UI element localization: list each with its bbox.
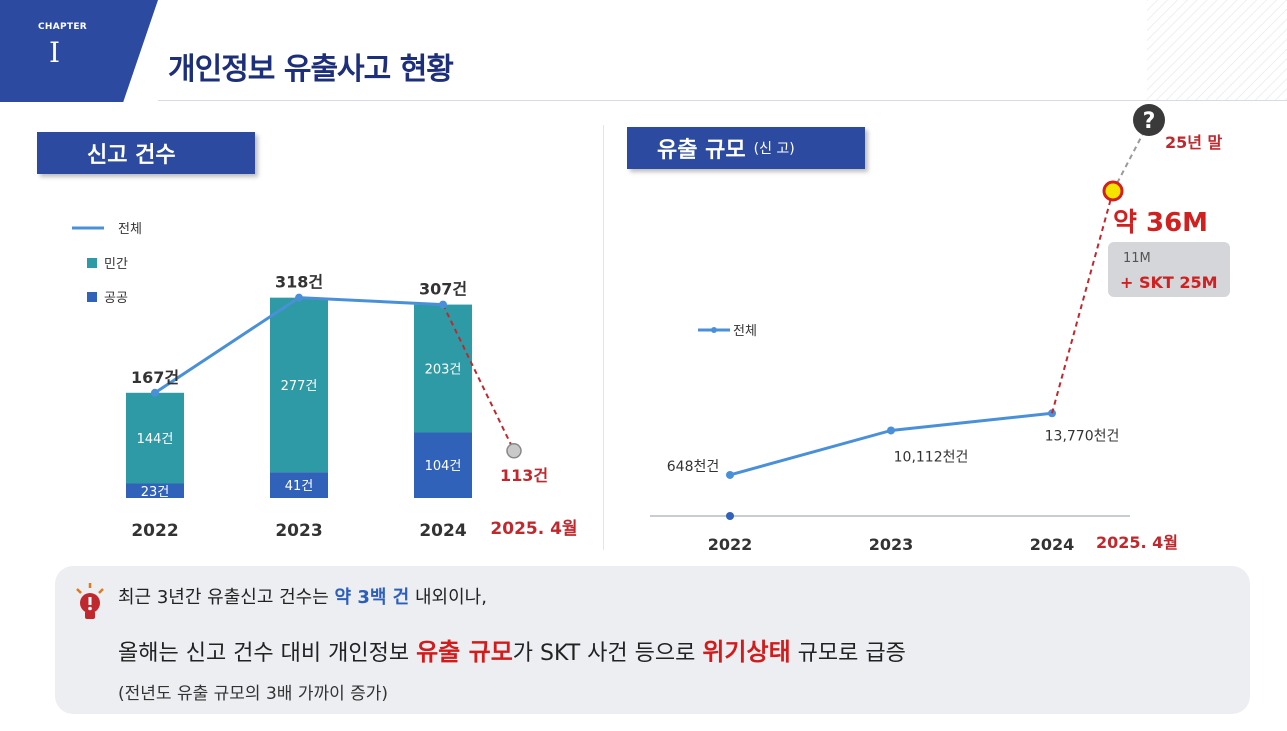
total-label-2022: 167건 [131, 368, 179, 387]
x-tick-2022-right: 2022 [708, 535, 753, 554]
breakdown-line2: + SKT 25M [1120, 273, 1218, 292]
question-icon [1133, 104, 1165, 136]
axis-marker-2022 [726, 512, 734, 520]
legend-private-label: 민간 [104, 257, 128, 272]
total-label-2023: 318건 [275, 273, 323, 292]
bar-private-2023 [270, 297, 328, 473]
x-tick-2024-right: 2024 [1030, 535, 1075, 554]
total-point-2022 [151, 388, 159, 397]
leak-label-2023: 10,112천건 [894, 449, 969, 465]
projection-dashed-line [442, 304, 515, 452]
x-tick-2024: 2024 [419, 521, 466, 541]
label-public-2023: 41건 [285, 479, 314, 494]
summary-line-1-c: 내외이나, [409, 587, 487, 608]
page-title: 개인정보 유출사고 현황 [168, 52, 454, 87]
section-divider [603, 125, 604, 550]
leak-projection-line [1051, 190, 1114, 414]
leak-label-2024: 13,770천건 [1045, 428, 1120, 444]
report-count-chart: 전체 민간 공공 23건 41건 104건 144건 277건 203건 167… [72, 222, 578, 541]
summary-line-2-c: 가 SKT 사건 등으로 [512, 641, 703, 666]
chapter-badge [0, 0, 158, 102]
legend-public-swatch [87, 292, 97, 302]
label-private-2022: 144건 [137, 432, 174, 447]
legend-line-marker-right [711, 327, 717, 333]
legend-total-label: 전체 [118, 222, 142, 237]
x-tick-2023-right: 2023 [869, 535, 914, 554]
label-private-2024: 203건 [425, 363, 462, 378]
projection-point-right [1102, 180, 1124, 202]
legend-private-swatch [87, 258, 97, 268]
future-dashed-line [1112, 123, 1149, 192]
summary-line-3: (전년도 유출 규모의 3배 가까이 증가) [118, 684, 389, 704]
x-tick-2023: 2023 [275, 521, 322, 541]
leak-label-2022: 648천건 [667, 459, 719, 475]
summary-highlight-crisis: 위기상태 [702, 638, 791, 666]
future-label: 25년 말 [1165, 133, 1223, 152]
legend-public-label: 공공 [104, 291, 128, 306]
chapter-label: CHAPTER [38, 22, 88, 32]
leak-point-2022 [726, 470, 734, 479]
title-underline [158, 100, 1287, 101]
summary-line-1-a: 최근 3년간 유출신고 건수는 [118, 587, 335, 608]
bar-public-2023 [270, 472, 328, 498]
chapter-number: I [49, 36, 61, 69]
leak-scale-chart: 전체 ? 25년 말 약 36M 11M + SKT 25M 648천건 10,… [650, 104, 1230, 554]
summary-box [55, 566, 1250, 714]
projection-point [506, 443, 522, 459]
bar-public-2024 [414, 432, 472, 498]
x-tick-projection: 2025. 4월 [490, 519, 577, 539]
projection-label: 113건 [500, 466, 548, 485]
leak-point-2023 [887, 426, 895, 435]
total-point-2023 [295, 293, 303, 302]
label-public-2024: 104건 [425, 459, 462, 474]
projection-value-label: 약 36M [1113, 208, 1208, 238]
bar-private-2024 [414, 304, 472, 433]
right-section-title: 유출 규모 [657, 138, 746, 163]
left-section-title: 신고 건수 [87, 143, 176, 168]
right-section-tab: 유출 규모 (신 고) [627, 127, 865, 169]
right-section-subtitle: (신 고) [753, 141, 795, 157]
label-private-2023: 277건 [281, 379, 318, 394]
bar-private-2022 [126, 392, 184, 484]
total-point-2024 [439, 300, 447, 309]
x-tick-projection-right: 2025. 4월 [1096, 533, 1178, 552]
summary-line-2-e: 규모로 급증 [790, 641, 906, 666]
decorative-hatch [1147, 0, 1287, 100]
question-mark: ? [1143, 109, 1156, 134]
summary-line-1: 최근 3년간 유출신고 건수는 약 3백 건 내외이나, [118, 583, 487, 609]
total-label-2024: 307건 [419, 280, 467, 299]
label-public-2022: 23건 [141, 485, 170, 500]
summary-highlight-scale: 유출 규모 [416, 638, 513, 666]
leak-line [729, 411, 1053, 477]
breakdown-line1: 11M [1123, 251, 1151, 266]
lightbulb-icon [76, 583, 104, 619]
summary-line-2: 올해는 신고 건수 대비 개인정보 유출 규모가 SKT 사건 등으로 위기상태… [118, 632, 906, 667]
bar-public-2022 [126, 483, 184, 498]
breakdown-box [1108, 242, 1230, 297]
legend-total-label-right: 전체 [733, 324, 757, 339]
x-tick-2022: 2022 [131, 521, 178, 541]
summary-highlight-count: 약 3백 건 [334, 587, 410, 608]
left-section-tab: 신고 건수 [37, 132, 255, 174]
summary-line-2-a: 올해는 신고 건수 대비 개인정보 [118, 641, 417, 666]
